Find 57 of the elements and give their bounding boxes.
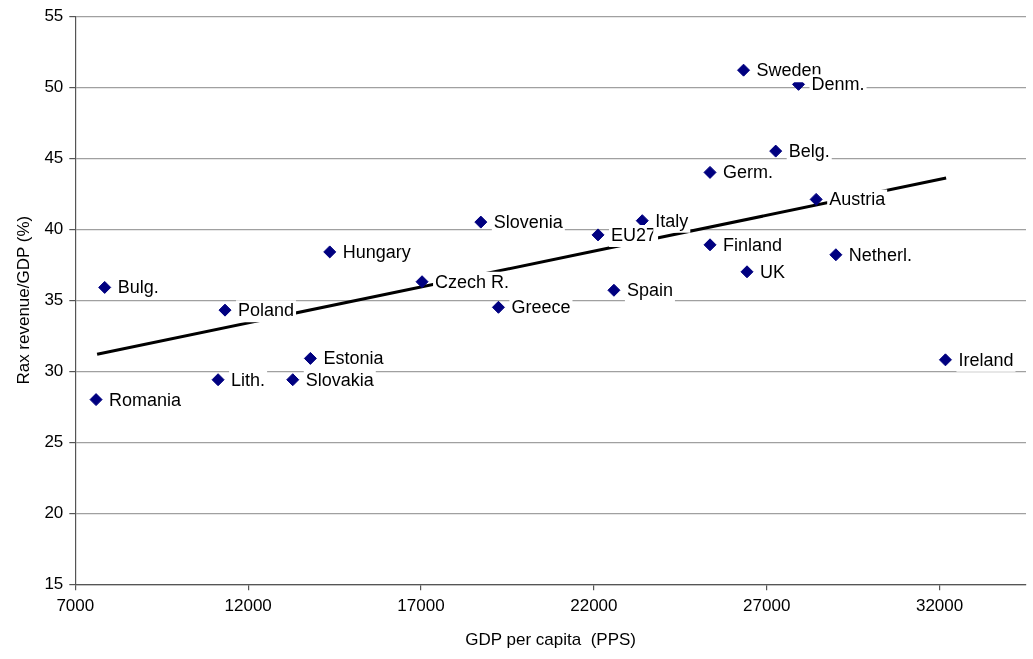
x-tick-label: 7000 bbox=[56, 596, 95, 616]
point bbox=[491, 300, 505, 314]
y-tick-label: 30 bbox=[44, 360, 64, 380]
y-tick-label: 25 bbox=[44, 431, 64, 451]
annotation: Hungary bbox=[342, 241, 411, 262]
point bbox=[703, 238, 717, 252]
x-tick-label: 27000 bbox=[743, 596, 791, 616]
point bbox=[218, 303, 232, 317]
point bbox=[89, 393, 103, 407]
annotation: Slovenia bbox=[493, 212, 564, 233]
point bbox=[211, 373, 225, 387]
y-tick-label: 35 bbox=[44, 289, 64, 309]
point bbox=[829, 248, 843, 262]
annotation: UK bbox=[760, 261, 786, 282]
annotation: Belg. bbox=[788, 141, 830, 162]
annotation: Czech R. bbox=[435, 271, 510, 292]
y-tick-label: 45 bbox=[44, 147, 64, 167]
annotation: Poland bbox=[238, 300, 295, 321]
annotation: Estonia bbox=[323, 348, 385, 369]
point bbox=[740, 265, 754, 279]
y-tick-label: 50 bbox=[44, 76, 64, 96]
point bbox=[415, 275, 429, 289]
annotation: Spain bbox=[626, 280, 673, 301]
point bbox=[703, 165, 717, 179]
annotation: Romania bbox=[109, 389, 183, 410]
annotation: Ireland bbox=[958, 349, 1014, 370]
annotation: Finland bbox=[723, 234, 783, 255]
point bbox=[938, 353, 952, 367]
annotation: EU27 bbox=[611, 224, 657, 245]
x-tick-label: 22000 bbox=[570, 596, 618, 616]
point bbox=[607, 283, 621, 297]
annotation: Austria bbox=[829, 189, 887, 210]
annotation: Netherl. bbox=[848, 244, 912, 265]
point bbox=[737, 63, 751, 77]
annotation: Italy bbox=[655, 210, 689, 231]
x-tick-label: 12000 bbox=[224, 596, 272, 616]
y-tick-label: 15 bbox=[44, 573, 64, 593]
point bbox=[98, 280, 112, 294]
point bbox=[474, 215, 488, 229]
annotation: Germ. bbox=[723, 162, 774, 183]
annotation: Lith. bbox=[231, 369, 266, 390]
point bbox=[769, 144, 783, 158]
x-tick-label: 32000 bbox=[915, 596, 964, 616]
point bbox=[323, 245, 337, 259]
x-tick-label: 17000 bbox=[397, 596, 445, 616]
y-tick-label: 20 bbox=[44, 502, 64, 522]
point bbox=[303, 351, 317, 365]
point bbox=[809, 192, 823, 206]
y-axis-title: Rax revenue/GDP (%) bbox=[13, 215, 33, 385]
y-tick-label: 55 bbox=[44, 5, 64, 25]
annotation: Greece bbox=[511, 297, 571, 318]
point bbox=[591, 228, 605, 242]
x-axis-title: GDP per capita (PPS) bbox=[465, 630, 637, 650]
annotation: Slovakia bbox=[305, 369, 375, 390]
y-tick-label: 40 bbox=[44, 218, 64, 238]
annotation: Bulg. bbox=[117, 277, 159, 298]
point bbox=[286, 373, 300, 387]
